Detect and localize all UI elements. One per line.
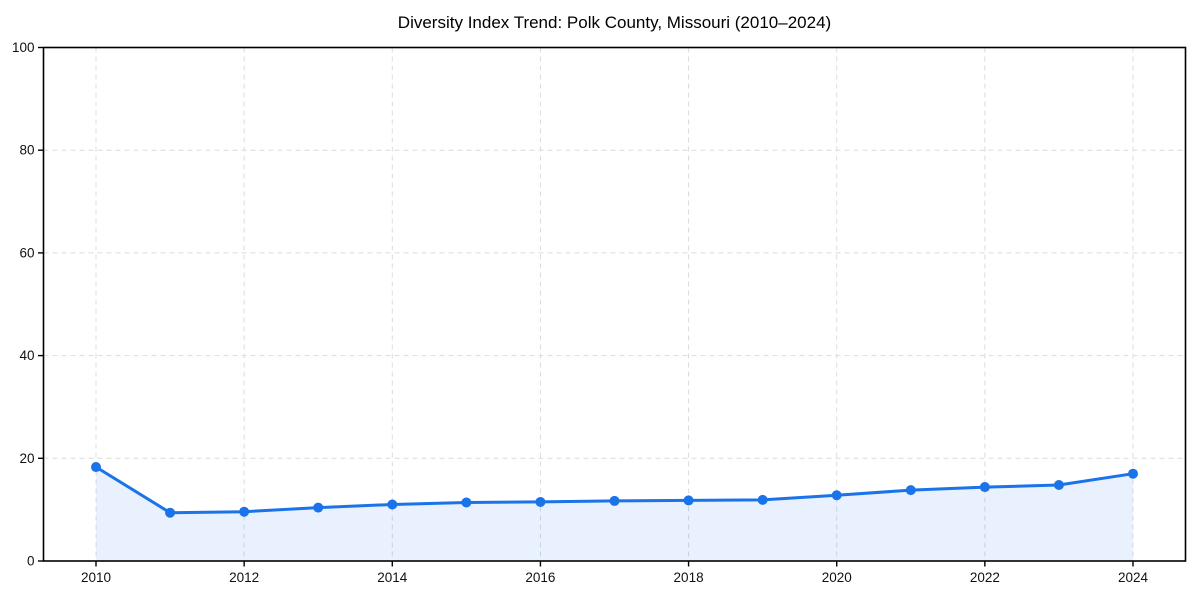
data-point bbox=[1128, 468, 1138, 479]
x-tick-label: 2022 bbox=[970, 570, 1000, 585]
data-point bbox=[757, 494, 768, 505]
data-point bbox=[535, 496, 546, 507]
data-point bbox=[979, 482, 990, 493]
x-tick-label: 2020 bbox=[822, 570, 852, 585]
x-tick-label: 2012 bbox=[229, 570, 259, 585]
y-tick-label: 0 bbox=[27, 554, 35, 569]
chart-title: Diversity Index Trend: Polk County, Miss… bbox=[397, 13, 832, 32]
x-tick-label: 2014 bbox=[377, 570, 408, 585]
area-fill bbox=[96, 467, 1133, 561]
x-tick-label: 2010 bbox=[81, 570, 111, 585]
data-point bbox=[239, 506, 250, 517]
x-tick-label: 2024 bbox=[1118, 570, 1149, 585]
data-point bbox=[91, 462, 101, 473]
y-tick-label: 40 bbox=[19, 348, 34, 363]
data-point bbox=[609, 495, 620, 506]
data-point bbox=[1053, 480, 1064, 491]
y-tick-label: 60 bbox=[19, 245, 34, 260]
y-tick-label: 80 bbox=[19, 143, 34, 158]
x-tick-label: 2016 bbox=[525, 570, 555, 585]
data-point bbox=[905, 485, 916, 496]
y-tick-label: 100 bbox=[12, 40, 35, 55]
y-tick-label: 20 bbox=[19, 451, 34, 466]
data-point bbox=[461, 497, 472, 508]
data-point bbox=[313, 502, 324, 513]
data-point bbox=[165, 507, 176, 518]
data-point bbox=[831, 490, 842, 501]
axis-frame bbox=[42, 46, 1187, 562]
data-point bbox=[387, 499, 398, 510]
x-tick-label: 2018 bbox=[674, 570, 704, 585]
data-point bbox=[683, 495, 694, 506]
